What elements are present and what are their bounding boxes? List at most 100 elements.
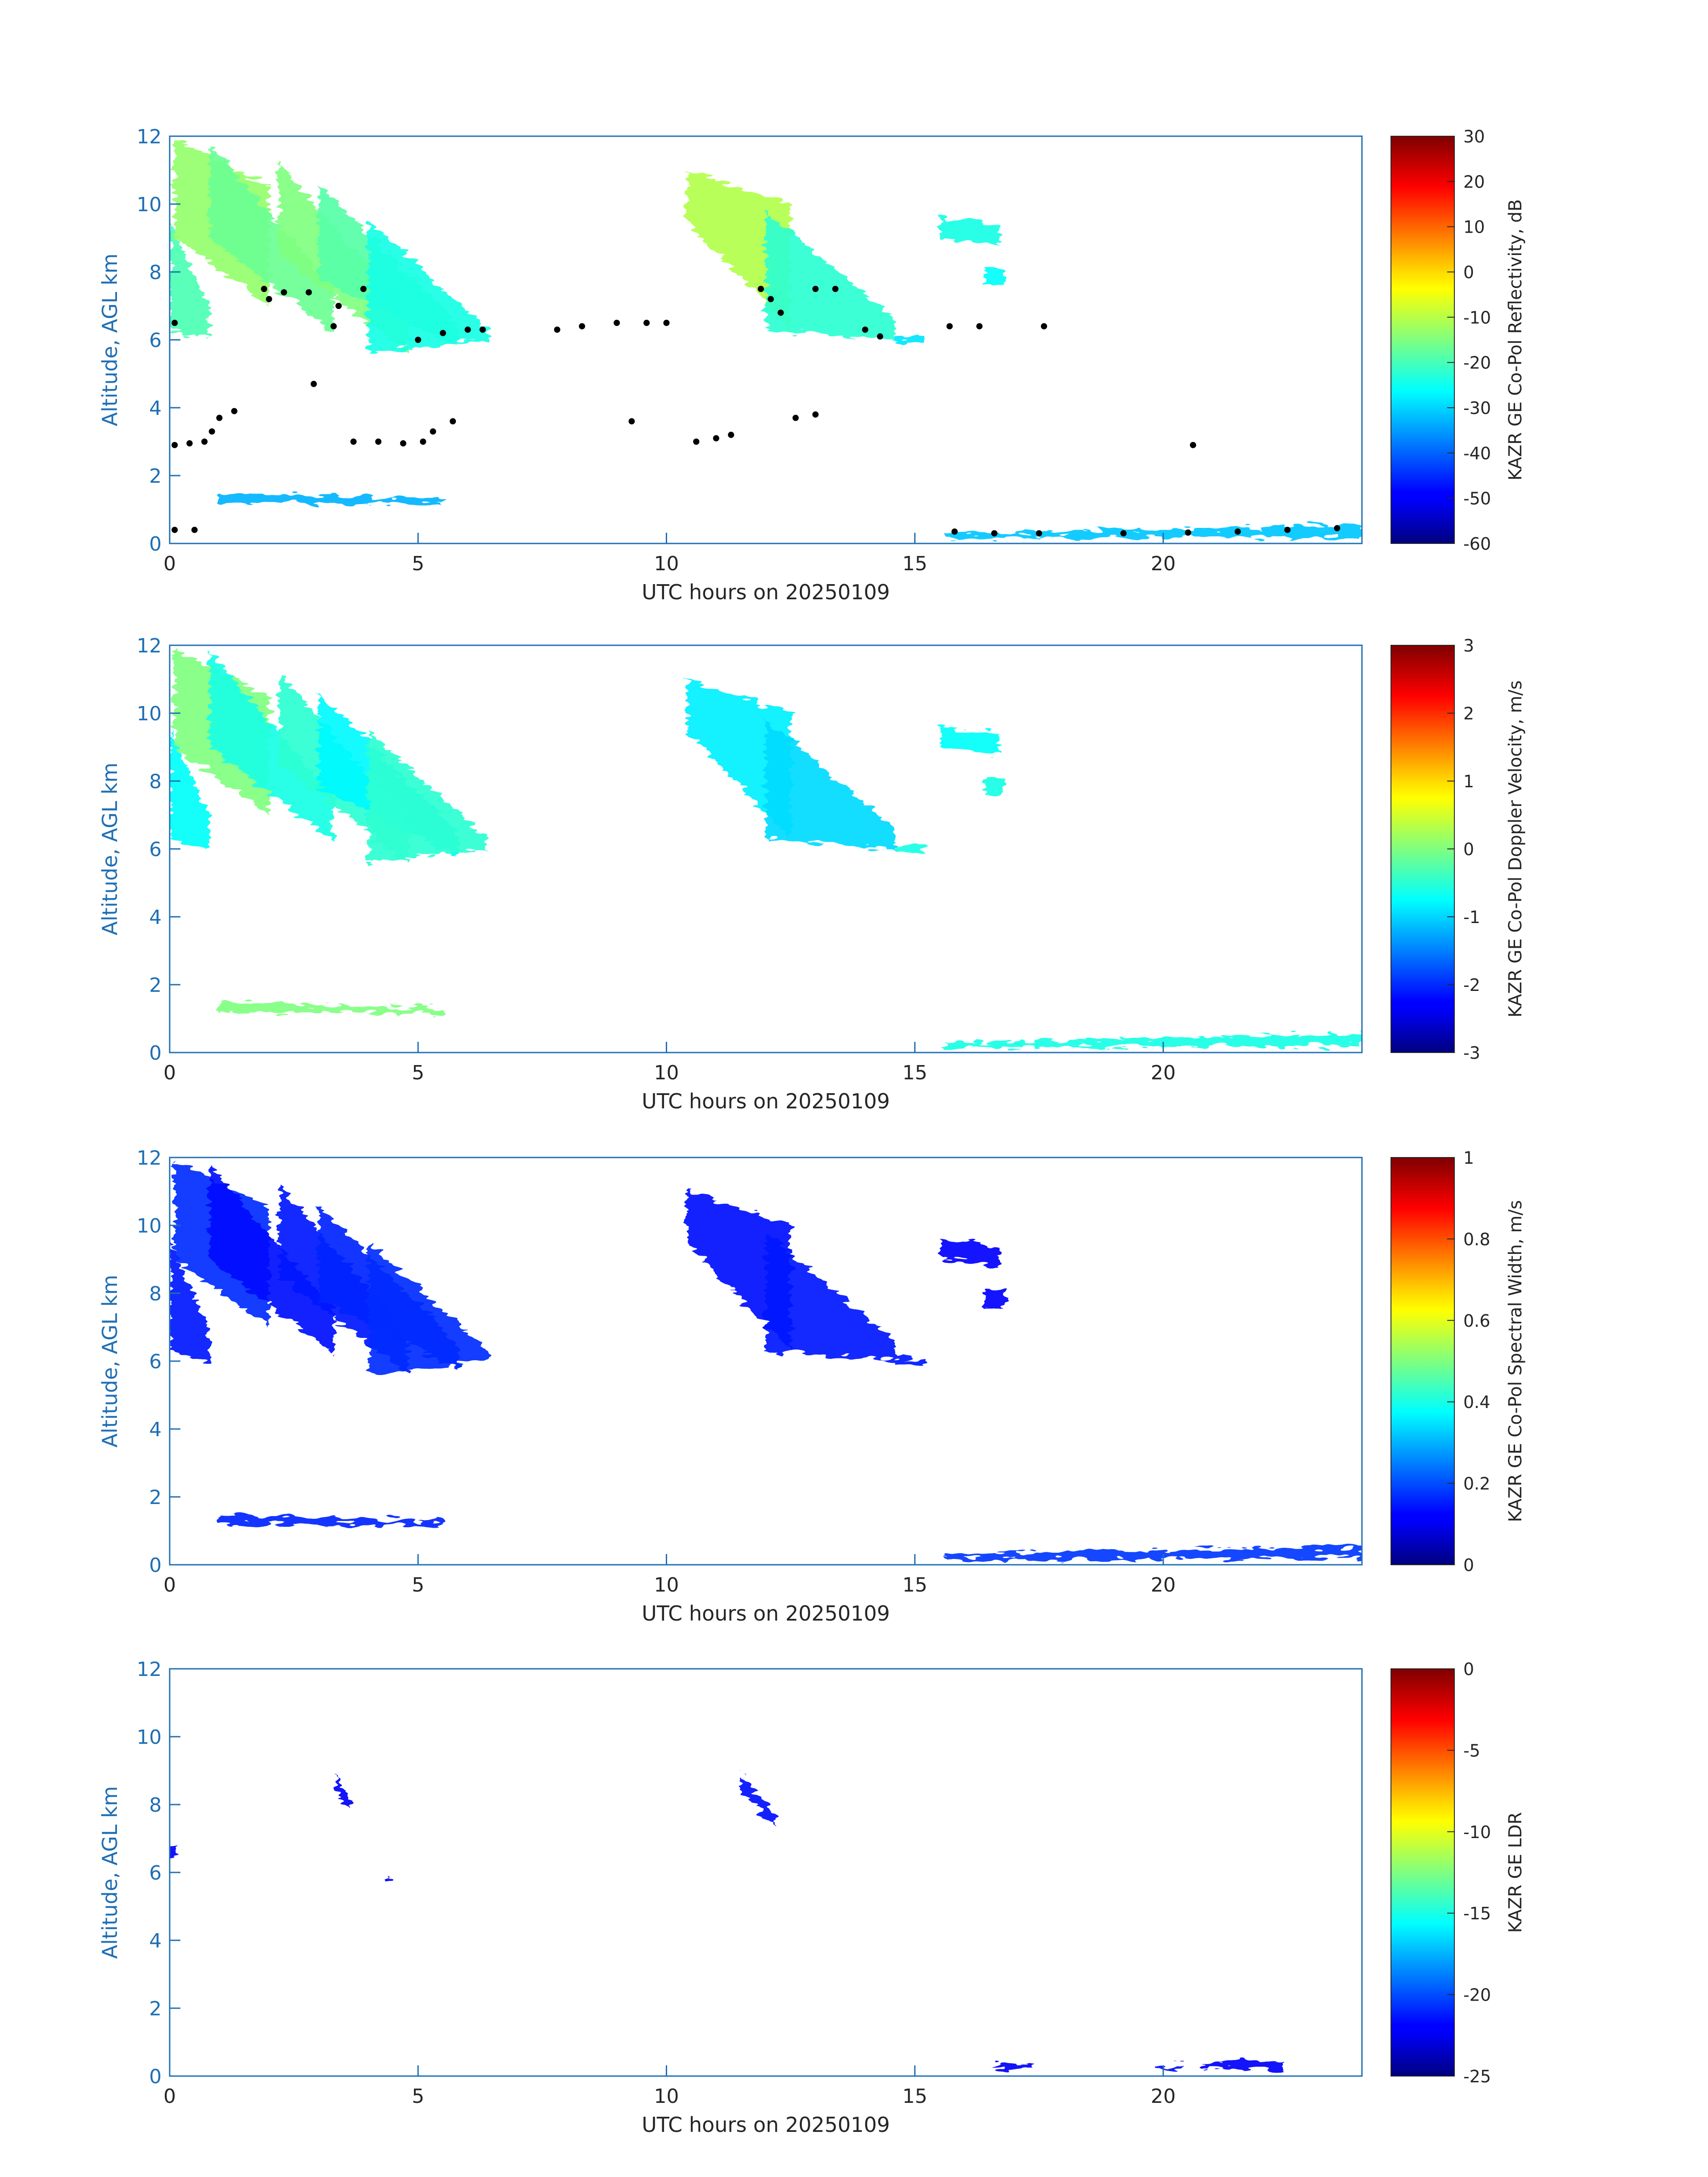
cloud-base-point xyxy=(728,431,735,438)
y-axis-label: Altitude, AGL km xyxy=(98,762,122,935)
echo-region xyxy=(368,1242,488,1375)
echo-region xyxy=(209,1164,334,1354)
y-axis-label: Altitude, AGL km xyxy=(98,1274,122,1447)
echo-region xyxy=(209,143,334,333)
cloud-base-point xyxy=(335,303,342,309)
colorbar-tick-label: 3 xyxy=(1463,636,1474,656)
echo-region xyxy=(219,1002,443,1014)
colorbar-tick-label: 10 xyxy=(1463,217,1485,237)
echo-region xyxy=(895,1358,925,1365)
cloud-base-point xyxy=(946,323,953,330)
plot-area xyxy=(170,648,1362,1048)
colorbar-label: KAZR GE Co-Pol Reflectivity, dB xyxy=(1505,199,1526,481)
y-tick-label: 0 xyxy=(149,1042,162,1065)
cloud-base-point xyxy=(757,286,764,292)
x-tick-label: 15 xyxy=(902,1574,927,1596)
colorbar-tick-label: 1 xyxy=(1463,772,1474,791)
y-axis: 0 2 4 6 8 10 12 xyxy=(137,635,180,1065)
cloud-base-point xyxy=(350,439,357,445)
cloud-base-point xyxy=(976,323,983,330)
cloud-base-point xyxy=(768,296,774,302)
echo-region xyxy=(766,211,895,340)
colorbar-tick-label: 0 xyxy=(1463,1555,1474,1575)
y-tick-label: 6 xyxy=(149,1350,162,1373)
x-axis-label: UTC hours on 20250109 xyxy=(642,580,890,604)
x-axis-label: UTC hours on 20250109 xyxy=(642,1089,890,1113)
cloud-base-point xyxy=(812,411,819,418)
cloud-base-point xyxy=(777,309,784,316)
colorbar-tick-label: -2 xyxy=(1463,975,1480,995)
x-tick-label: 5 xyxy=(412,2085,424,2108)
echo-region xyxy=(336,1774,349,1812)
echo-region xyxy=(686,170,791,330)
axes-box xyxy=(169,1668,1363,2077)
cloud-base-point xyxy=(261,286,267,292)
echo-region xyxy=(940,217,999,245)
echo-region xyxy=(170,1845,177,1859)
y-axis: 0 2 4 6 8 10 12 xyxy=(137,125,180,556)
cloud-base-point xyxy=(209,428,215,435)
cloud-base-point xyxy=(330,323,337,330)
echo-region xyxy=(170,1242,209,1361)
x-tick-label: 20 xyxy=(1151,552,1176,575)
x-tick-label: 10 xyxy=(654,2085,679,2108)
colorbar-tick-label: -20 xyxy=(1463,1985,1491,2005)
echo-region xyxy=(984,1290,1004,1307)
echo-region xyxy=(944,1034,1362,1048)
echo-region xyxy=(895,845,925,852)
colorbar-tick-label: 2 xyxy=(1463,704,1474,723)
panel-reflectivity: 0 5 10 15 20 0 2 4 6 8 10 12 UTC hours on 20250109… xyxy=(98,125,1526,604)
y-tick-label: 2 xyxy=(149,465,162,488)
colorbar-tick-label: 20 xyxy=(1463,172,1485,192)
cloud-base-point xyxy=(628,418,635,425)
echo-region xyxy=(209,652,334,842)
x-tick-label: 10 xyxy=(654,552,679,575)
colorbar-label: KAZR GE Co-Pol Spectral Width, m/s xyxy=(1505,1200,1526,1522)
cloud-base-point xyxy=(231,408,238,414)
cloud-base-point xyxy=(310,380,317,387)
x-tick-label: 15 xyxy=(902,552,927,575)
cloud-base-point xyxy=(713,435,719,442)
colorbar-tick-label: -60 xyxy=(1463,534,1491,554)
cloud-base-point xyxy=(420,439,426,445)
colorbar-tick-label: -25 xyxy=(1463,2067,1491,2086)
cloud-base-point xyxy=(1234,528,1241,535)
cloud-base-point xyxy=(415,337,422,343)
cloud-base-point xyxy=(171,526,178,533)
plot-area xyxy=(170,1161,1362,1560)
x-axis-label: UTC hours on 20250109 xyxy=(642,1601,890,1625)
y-tick-label: 12 xyxy=(137,125,162,148)
colorbar-tick-label: -3 xyxy=(1463,1043,1480,1063)
colorbar: 3 2 1 0 -1 -2 -3 xyxy=(1391,636,1480,1063)
echo-region xyxy=(984,268,1004,286)
colorbar-tick-label: -5 xyxy=(1463,1741,1480,1760)
x-tick-label: 20 xyxy=(1151,1061,1176,1084)
y-tick-label: 8 xyxy=(149,1794,162,1817)
y-tick-label: 6 xyxy=(149,1862,162,1885)
cloud-base-point xyxy=(375,439,382,445)
y-tick-label: 8 xyxy=(149,770,162,793)
echo-region xyxy=(984,777,1004,795)
echo-region xyxy=(219,1514,443,1526)
x-tick-label: 0 xyxy=(163,552,176,575)
x-tick-label: 10 xyxy=(654,1574,679,1596)
cloud-base-point xyxy=(216,414,223,421)
colorbar-tick-label: -50 xyxy=(1463,489,1491,509)
echo-region xyxy=(170,221,209,340)
x-tick-label: 0 xyxy=(163,1061,176,1084)
x-axis: 0 5 10 15 20 xyxy=(163,1042,1176,1084)
cloud-base-point xyxy=(663,320,670,326)
cloud-base-point xyxy=(693,439,700,445)
colorbar-label: KAZR GE Co-Pol Doppler Velocity, m/s xyxy=(1505,681,1526,1018)
echo-region xyxy=(940,727,999,754)
y-tick-label: 4 xyxy=(149,1930,162,1952)
echo-region xyxy=(741,1774,776,1829)
x-tick-label: 15 xyxy=(902,2085,927,2108)
cloud-base-point xyxy=(464,326,471,333)
colorbar-tick-label: 0 xyxy=(1463,1659,1474,1679)
y-tick-label: 4 xyxy=(149,397,162,420)
y-tick-label: 6 xyxy=(149,329,162,352)
echo-region xyxy=(686,1191,791,1351)
y-tick-label: 0 xyxy=(149,1554,162,1577)
